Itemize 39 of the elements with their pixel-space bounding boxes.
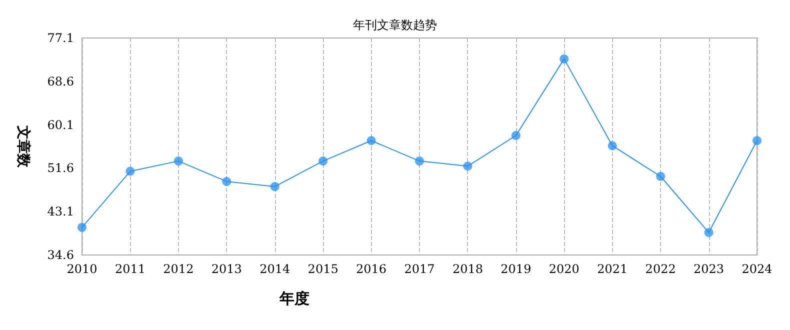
point — [463, 162, 472, 171]
x-tick-label: 2020 — [548, 262, 580, 276]
point — [366, 136, 376, 146]
point — [415, 156, 424, 166]
x-tick-label: 2011 — [114, 262, 146, 276]
y-tick-label: 43.1 — [47, 204, 74, 219]
point — [704, 228, 714, 238]
y-tick-label: 77.1 — [47, 31, 74, 45]
x-tick-label: 2010 — [66, 262, 98, 276]
x-tick-label: 2015 — [308, 262, 338, 276]
point — [126, 166, 135, 176]
y-tick-label: 68.6 — [47, 74, 74, 88]
point — [656, 172, 666, 181]
point — [608, 141, 617, 150]
point — [752, 136, 762, 146]
point — [174, 156, 183, 166]
x-tick-label: 2022 — [645, 262, 676, 276]
x-tick-label: 2019 — [500, 262, 532, 276]
point — [511, 131, 520, 140]
point — [222, 176, 232, 186]
y-axis-title: 文章数 — [15, 124, 32, 168]
x-tick-label: 2012 — [163, 262, 194, 276]
x-axis-title: 年度 — [278, 290, 310, 308]
point — [78, 222, 86, 232]
y-tick-label: 60.1 — [47, 118, 74, 132]
y-tick-label: 51.6 — [47, 161, 74, 176]
x-tick-label: 2013 — [211, 262, 242, 276]
chart-title: 年刊文章数趋势 — [353, 18, 437, 32]
x-tick-label: 2016 — [356, 262, 387, 276]
point — [560, 54, 569, 64]
x-tick-label: 2024 — [742, 262, 773, 276]
x-tick-label: 2021 — [597, 262, 628, 276]
point — [318, 156, 328, 166]
x-tick-label: 2017 — [404, 262, 435, 276]
x-tick-label: 2018 — [452, 262, 483, 276]
x-tick-label: 2023 — [694, 262, 724, 276]
point — [270, 182, 280, 192]
x-tick-label: 2014 — [260, 262, 290, 276]
y-tick-label: 34.6 — [47, 248, 74, 262]
